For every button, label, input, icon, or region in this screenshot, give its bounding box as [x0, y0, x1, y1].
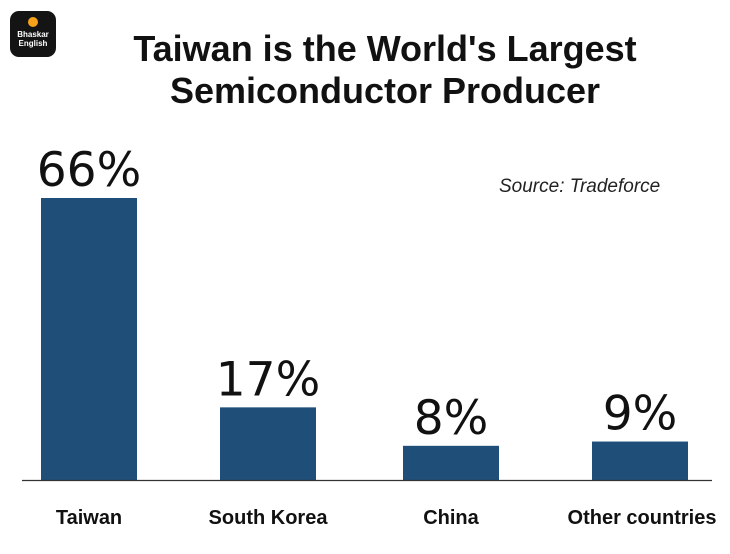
- category-label-south-korea: South Korea: [209, 507, 329, 529]
- logo-line-2: English: [18, 39, 48, 48]
- bars-group: [41, 198, 688, 480]
- bar-taiwan: [41, 198, 137, 480]
- data-label-china: 8%: [414, 391, 489, 446]
- bar-south-korea: [220, 407, 316, 480]
- data-label-south-korea: 17%: [216, 352, 320, 407]
- labels-group: 66% Taiwan 17% South Korea 8% China 9% Other co…: [37, 143, 717, 529]
- chart-title: Taiwan is the World's Largest Semiconduc…: [133, 28, 637, 111]
- data-label-taiwan: 66%: [37, 143, 141, 198]
- bhaskar-english-logo: Bhaskar English: [10, 11, 56, 57]
- logo-line-1: Bhaskar: [17, 30, 49, 39]
- category-label-other-countries: Other countries: [568, 507, 717, 529]
- category-label-taiwan: Taiwan: [56, 507, 122, 529]
- category-label-china: China: [423, 507, 479, 529]
- logo-sun-icon: [28, 17, 38, 27]
- source-note: Source: Tradeforce: [499, 176, 661, 197]
- bar-other-countries: [592, 441, 688, 480]
- data-label-other-countries: 9%: [603, 387, 678, 442]
- bar-china: [403, 445, 499, 480]
